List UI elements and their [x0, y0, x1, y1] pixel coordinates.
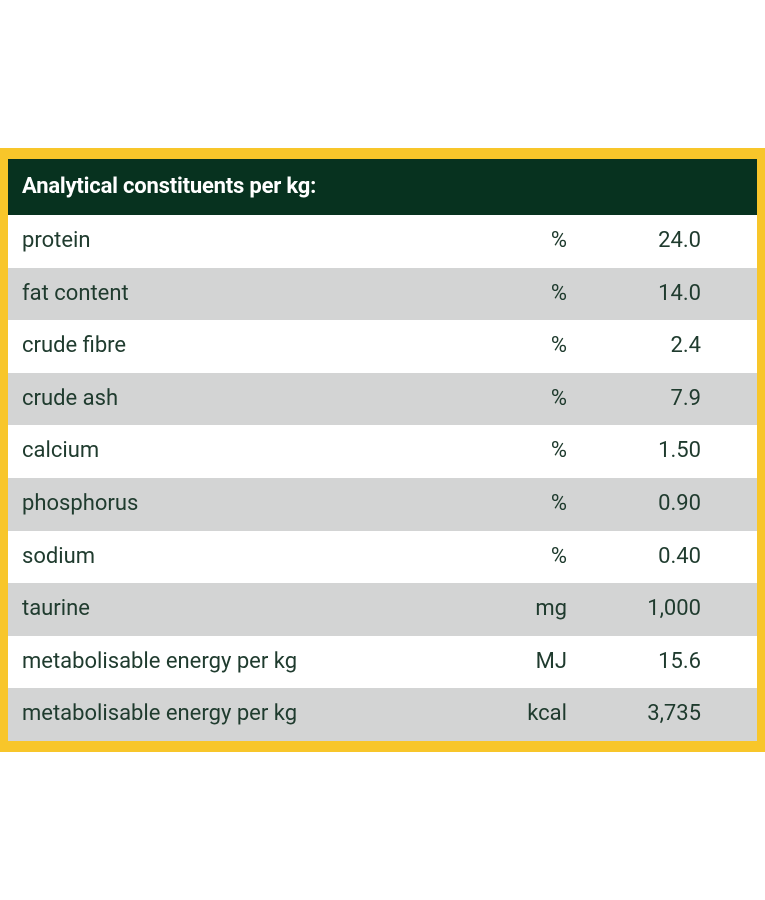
amount: 2.4 — [670, 333, 701, 359]
amount: 7.9 — [670, 385, 701, 411]
constituent-name: phosphorus — [22, 490, 139, 516]
amount: 15.6 — [658, 648, 701, 674]
constituent-name: crude ash — [22, 385, 119, 411]
table-row: crude ash% 7.9 — [8, 372, 757, 426]
amount: 24.0 — [658, 228, 701, 253]
amount: 1,000 — [647, 596, 701, 622]
table-title: Analytical constituents per kg: — [8, 159, 757, 215]
constituent-name: sodium — [22, 543, 96, 569]
unit: % — [550, 333, 567, 359]
amount: 14.0 — [658, 280, 701, 306]
constituent-name: metabolisable energy per kg — [22, 648, 298, 674]
unit: % — [550, 228, 567, 253]
constituent-name: metabolisable energy per kg — [22, 701, 298, 727]
unit: % — [550, 543, 567, 569]
unit: % — [550, 280, 567, 306]
table-row: sodium% 0.40 — [8, 530, 757, 584]
constituent-name: taurine — [22, 596, 90, 622]
amount: 3,735 — [647, 701, 701, 727]
table-row: fat content% 14.0 — [8, 267, 757, 321]
amount: 1.50 — [658, 438, 701, 464]
table-row: crude fibre% 2.4 — [8, 320, 757, 373]
table-row: phosphorus% 0.90 — [8, 477, 757, 531]
unit: kcal — [527, 701, 567, 727]
unit: % — [550, 490, 567, 516]
table-row: calcium% 1.50 — [8, 425, 757, 478]
table-row: metabolisable energy per kg MJ 15.6 — [8, 635, 757, 689]
table-body: protein% 24.0 fat content% 14.0 crude fibre%… — [8, 215, 757, 741]
amount: 0.40 — [658, 543, 701, 569]
unit: MJ — [535, 648, 567, 674]
table-row: protein% 24.0 — [8, 215, 757, 268]
unit: mg — [535, 596, 567, 622]
unit: % — [550, 438, 567, 464]
constituent-name: crude fibre — [22, 333, 127, 359]
table-row: metabolisable energy per kg kcal 3,735 — [8, 688, 757, 741]
amount: 0.90 — [658, 490, 701, 516]
unit: % — [550, 385, 567, 411]
table-row: taurine mg 1,000 — [8, 583, 757, 636]
table-frame: Analytical constituents per kg: protein%… — [0, 148, 765, 752]
constituent-name: protein — [22, 228, 91, 253]
constituent-name: calcium — [22, 438, 100, 464]
constituent-name: fat content — [22, 280, 129, 306]
